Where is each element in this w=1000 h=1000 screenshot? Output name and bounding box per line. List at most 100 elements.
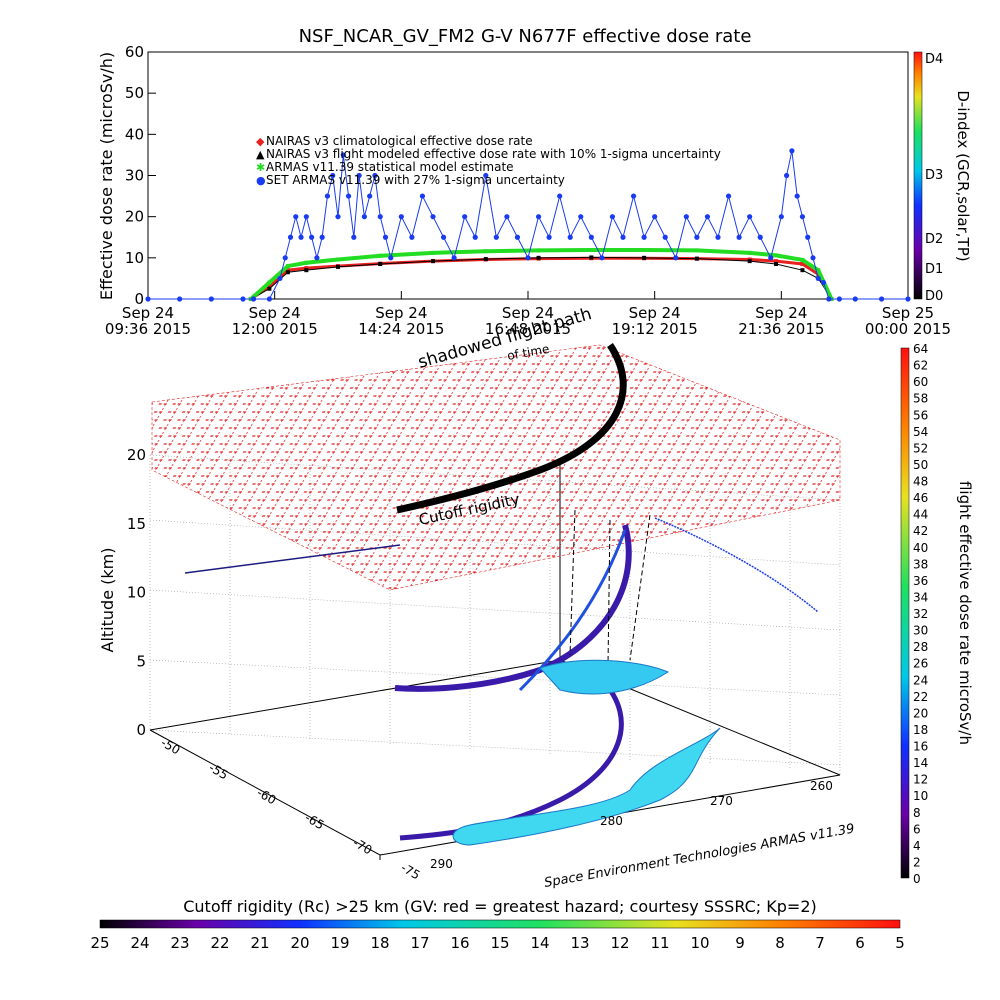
series-point: [351, 234, 357, 240]
cutoff-rigidity-tick: 22: [210, 934, 229, 952]
cutoff-rigidity-tick: 9: [735, 934, 745, 952]
series-point: [805, 234, 811, 240]
series-point: [800, 262, 805, 267]
top-x-tick-time: 16:48 2015: [485, 320, 571, 338]
cutoff-rigidity-colorbar: [99, 919, 901, 929]
series-point: [309, 234, 315, 240]
series-point: [794, 193, 800, 199]
series-point: [774, 259, 779, 264]
top-y-axis-ticks: 0 10 20 30 40 50 60: [125, 43, 156, 308]
top-y-tick-label: 50: [125, 84, 144, 102]
top-x-tick-date: Sep 24: [122, 304, 174, 322]
series-point: [483, 257, 488, 262]
latitude-tick: -55: [207, 760, 231, 782]
series-point: [367, 193, 373, 199]
series-point: [662, 234, 668, 240]
southern-landmass: [539, 659, 670, 695]
altitude-axis-ticks: 0 5 10 15 20: [127, 446, 146, 739]
altitude-tick: 5: [136, 652, 146, 670]
series-point: [852, 296, 858, 302]
longitude-tick: 280: [600, 814, 623, 828]
dose-rate-colorbar-tick: 64: [913, 342, 928, 356]
legend-marker: ●: [256, 174, 266, 187]
series-point: [768, 255, 774, 261]
d-index-colorbar: [913, 51, 923, 300]
series-point: [298, 234, 304, 240]
series-point: [789, 148, 795, 154]
dose-rate-colorbar-tick: 36: [913, 574, 928, 588]
three-d-flight-map: shadowed flight path of time Cutoff rigi…: [98, 304, 974, 891]
top-x-tick-date: Sep 24: [375, 304, 427, 322]
series-point: [285, 264, 290, 269]
series-point: [340, 152, 346, 158]
top-x-tick-time: 19:12 2015: [612, 320, 698, 338]
series-point: [267, 284, 272, 289]
top-x-tick-time: 14:24 2015: [358, 320, 444, 338]
dose-rate-colorbar-tick: 34: [913, 590, 928, 604]
series-point: [250, 296, 257, 302]
legend-marker: ◆: [256, 135, 265, 148]
dose-rate-colorbar-tick: 60: [913, 375, 928, 389]
altitude-tick: 15: [127, 515, 146, 533]
d-index-tick: D3: [925, 168, 943, 183]
series-point: [388, 255, 394, 261]
series-point: [905, 296, 911, 302]
series-point: [287, 234, 294, 240]
top-chart-title: NSF_NCAR_GV_FM2 G-V N677F effective dose…: [299, 26, 752, 47]
top-x-tick-date: Sep 24: [629, 304, 681, 322]
series-point: [430, 214, 436, 220]
dose-rate-colorbar-tick: 6: [913, 822, 921, 836]
dose-rate-colorbar-tick: 56: [913, 408, 928, 422]
legend-marker: ▲: [256, 148, 265, 161]
d-index-tick: D2: [925, 232, 943, 247]
cutoff-rigidity-tick: 23: [170, 934, 189, 952]
dose-rate-colorbar-tick: 20: [913, 706, 928, 720]
cutoff-rigidity-tick: 6: [855, 934, 865, 952]
dose-rate-colorbar-tick: 46: [913, 491, 928, 505]
projected-track-left: [184, 544, 401, 574]
cutoff-rigidity-tick: 21: [250, 934, 269, 952]
series-point: [536, 255, 541, 260]
series-point: [285, 270, 290, 275]
series-point: [799, 214, 806, 220]
series-point: [642, 255, 647, 260]
dose-rate-colorbar-tick: 58: [913, 392, 928, 406]
series-point: [747, 250, 752, 255]
series-point: [725, 193, 732, 199]
altitude-tick: 0: [136, 721, 146, 739]
series-point: [800, 257, 805, 262]
top-x-tick-time: 12:00 2015: [232, 320, 318, 338]
cutoff-rigidity-tick: 15: [490, 934, 509, 952]
series-point: [879, 296, 885, 302]
series-point: [293, 214, 299, 220]
series-point: [567, 234, 573, 240]
series-point: [431, 250, 435, 255]
dose-rate-colorbar-tick: 16: [913, 740, 928, 754]
top-legend: ◆ NAIRAS v3 climatological effective dose…: [256, 134, 721, 187]
longitude-tick: 260: [810, 779, 833, 793]
series-point: [419, 193, 426, 199]
series-point: [774, 262, 779, 267]
series-point: [599, 255, 605, 261]
dose-rate-colorbar-tick: 28: [913, 640, 928, 654]
series-point: [673, 255, 679, 261]
cutoff-rigidity-tick: 14: [530, 934, 549, 952]
ground-flight-track: [399, 678, 624, 841]
dose-rate-colorbar-tick: 0: [913, 872, 921, 886]
dose-rate-colorbar-tick: 50: [913, 458, 928, 472]
longitude-axis-ticks: 260 270 280 290: [430, 779, 833, 871]
series-point: [304, 268, 309, 273]
dose-rate-colorbar-tick: 30: [913, 624, 928, 638]
longitude-tick: 270: [710, 794, 733, 808]
series-line-1: [250, 256, 832, 300]
series-point: [267, 280, 272, 285]
series-point: [304, 260, 309, 265]
series-point: [694, 248, 699, 253]
d-index-ticks: D0 D1 D2 D3 D4: [925, 52, 943, 304]
altitude-flight-track-descent: [518, 529, 627, 692]
top-x-tick-time: 09:36 2015: [105, 320, 191, 338]
series-point: [382, 234, 389, 240]
d-index-tick: D1: [925, 262, 943, 277]
dose-rate-colorbar-label: flight effective dose rate microSv/h: [956, 481, 974, 745]
